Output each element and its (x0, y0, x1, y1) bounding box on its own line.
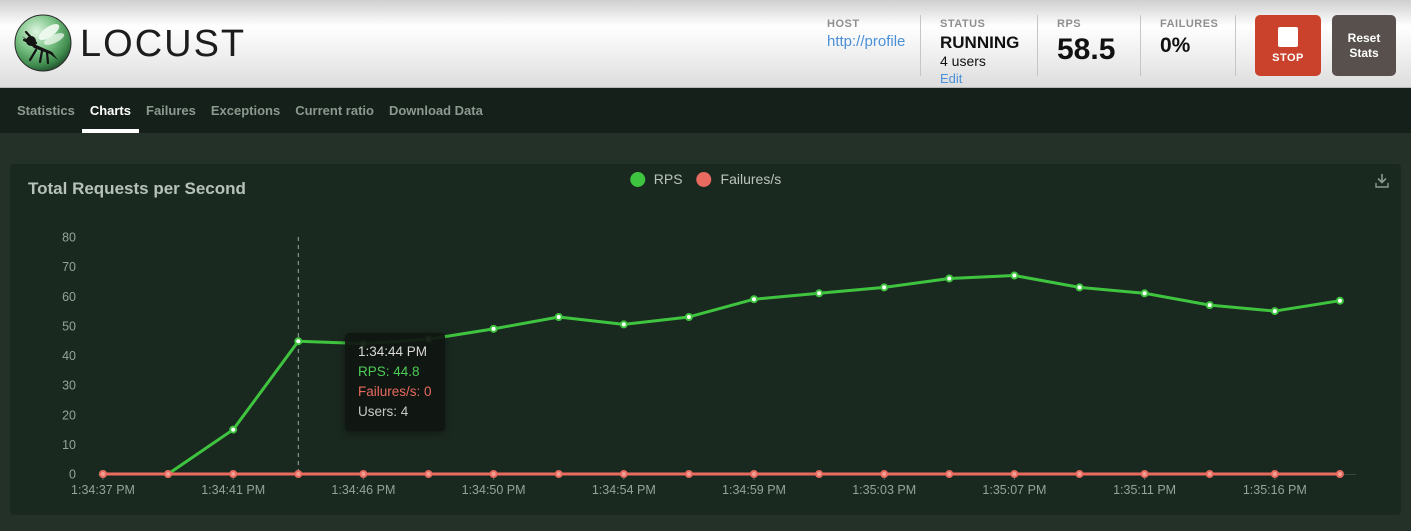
svg-text:1:34:50 PM: 1:34:50 PM (462, 483, 526, 497)
chart-tooltip: 1:34:44 PM RPS: 44.8 Failures/s: 0 Users… (345, 333, 445, 431)
svg-text:80: 80 (62, 231, 76, 245)
locust-logo[interactable]: LOCUST (14, 14, 246, 72)
legend-item-failures[interactable]: Failures/s (696, 171, 782, 187)
host-link[interactable]: http://profile (827, 33, 906, 50)
rps-label: RPS (1057, 18, 1082, 30)
tab-statistics[interactable]: Statistics (17, 102, 75, 118)
rps-value: 58.5 (1057, 33, 1116, 66)
edit-link[interactable]: Edit (940, 71, 963, 86)
tab-current-ratio[interactable]: Current ratio (295, 102, 374, 118)
tab-exceptions[interactable]: Exceptions (210, 102, 281, 118)
download-icon[interactable] (1373, 172, 1391, 190)
svg-text:1:35:03 PM: 1:35:03 PM (852, 483, 916, 497)
svg-text:1:35:07 PM: 1:35:07 PM (982, 483, 1046, 497)
svg-text:1:34:59 PM: 1:34:59 PM (722, 483, 786, 497)
svg-text:1:34:54 PM: 1:34:54 PM (592, 483, 656, 497)
legend-item-rps[interactable]: RPS (629, 171, 683, 187)
svg-text:70: 70 (62, 260, 76, 274)
main-nav: Statistics Charts Failures Exceptions Cu… (0, 88, 1411, 133)
failures-label: FAILURES (1160, 18, 1219, 30)
failures-value: 0% (1160, 34, 1191, 57)
divider (1037, 15, 1038, 76)
tab-charts[interactable]: Charts (81, 88, 140, 134)
status-user-count: 4 users (940, 53, 986, 69)
tooltip-rps: RPS: 44.8 (358, 364, 420, 379)
svg-text:1:34:41 PM: 1:34:41 PM (201, 483, 265, 497)
svg-text:30: 30 (62, 379, 76, 393)
svg-text:1:34:37 PM: 1:34:37 PM (71, 483, 135, 497)
reset-stats-button[interactable]: Reset Stats (1332, 15, 1396, 76)
status-label: STATUS (940, 18, 986, 30)
divider (1140, 15, 1141, 76)
locust-logo-icon (14, 14, 72, 72)
stop-button-label: STOP (1272, 52, 1304, 64)
rps-legend-dot-icon (629, 171, 645, 187)
failures-legend-dot-icon (696, 171, 712, 187)
failures-legend-label: Failures/s (720, 171, 782, 187)
tab-failures[interactable]: Failures (146, 102, 196, 118)
svg-text:60: 60 (62, 290, 76, 304)
tooltip-failures: Failures/s: 0 (358, 384, 432, 399)
rps-chart[interactable]: 0 10 20 30 40 50 60 70 80 1:34:37 PM 1:34:41 PM 1:3… (10, 164, 1401, 515)
host-block: HOST http://profile (827, 18, 905, 51)
top-header: LOCUST HOST http://profile STATUS RUNNIN… (0, 0, 1411, 88)
rps-block: RPS 58.5 (1057, 18, 1115, 67)
svg-text:1:35:11 PM: 1:35:11 PM (1113, 483, 1176, 497)
logo-wordmark: LOCUST (80, 22, 247, 65)
divider (920, 15, 921, 76)
rps-chart-panel: 0 10 20 30 40 50 60 70 80 1:34:37 PM 1:34:41 PM 1:3… (10, 164, 1401, 515)
svg-text:20: 20 (62, 408, 76, 422)
tooltip-time: 1:34:44 PM (358, 344, 428, 359)
svg-text:0: 0 (69, 468, 76, 482)
status-value: RUNNING (940, 33, 1020, 52)
stop-square-icon (1278, 27, 1298, 47)
svg-text:1:35:16 PM: 1:35:16 PM (1243, 483, 1307, 497)
host-label: HOST (827, 18, 860, 30)
chart-legend: RPS Failures/s (629, 171, 782, 187)
svg-text:50: 50 (62, 319, 76, 333)
rps-legend-label: RPS (653, 171, 683, 187)
svg-text:40: 40 (62, 349, 76, 363)
divider (1235, 15, 1236, 76)
svg-text:10: 10 (62, 438, 76, 452)
content-area: 0 10 20 30 40 50 60 70 80 1:34:37 PM 1:34:41 PM 1:3… (0, 133, 1411, 531)
svg-text:1:34:46 PM: 1:34:46 PM (331, 483, 395, 497)
stop-button[interactable]: STOP (1255, 15, 1321, 76)
status-block: STATUS RUNNING 4 users Edit (940, 18, 1019, 88)
tooltip-users: Users: 4 (358, 404, 409, 419)
tab-download-data[interactable]: Download Data (388, 102, 483, 118)
chart-title: Total Requests per Second (28, 179, 246, 198)
failures-block: FAILURES 0% (1160, 18, 1218, 59)
